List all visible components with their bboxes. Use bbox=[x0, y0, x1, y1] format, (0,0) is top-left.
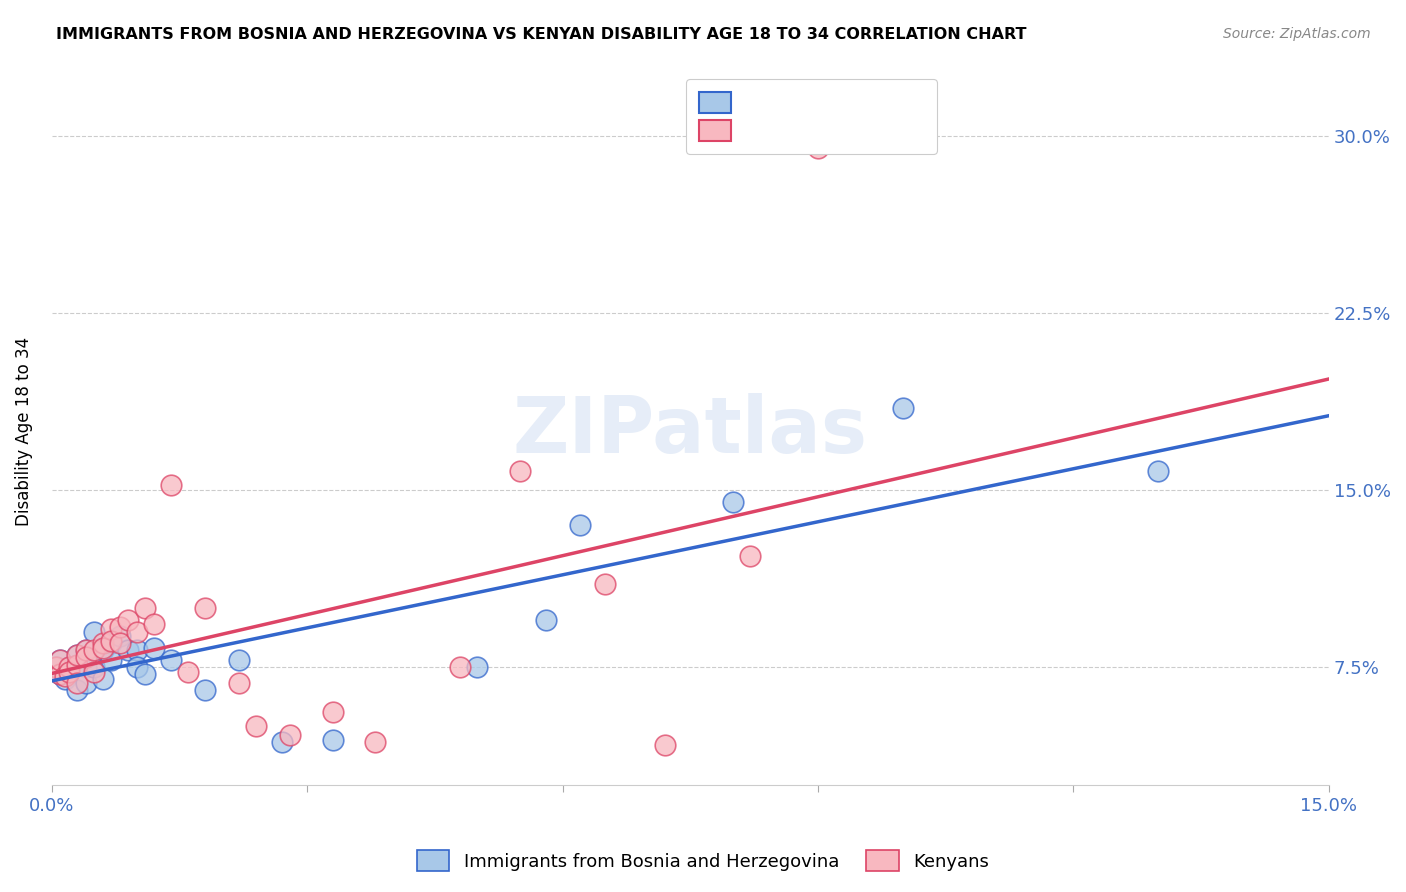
Point bbox=[66, 657, 89, 672]
Legend:                                ,                                : , bbox=[686, 79, 936, 153]
Point bbox=[53, 672, 76, 686]
Text: IMMIGRANTS FROM BOSNIA AND HERZEGOVINA VS KENYAN DISABILITY AGE 18 TO 34 CORRELA: IMMIGRANTS FROM BOSNIA AND HERZEGOVINA V… bbox=[56, 27, 1026, 42]
Point bbox=[108, 629, 131, 643]
Point bbox=[100, 622, 122, 636]
Point bbox=[134, 601, 156, 615]
Point bbox=[100, 634, 122, 648]
Point bbox=[891, 401, 914, 415]
Point bbox=[66, 648, 89, 662]
Point bbox=[364, 735, 387, 749]
Point bbox=[91, 640, 114, 655]
Point bbox=[160, 478, 183, 492]
Point bbox=[66, 648, 89, 662]
Point bbox=[83, 624, 105, 639]
Point bbox=[58, 660, 80, 674]
Point bbox=[245, 719, 267, 733]
Point bbox=[58, 660, 80, 674]
Point bbox=[75, 650, 97, 665]
Point bbox=[108, 620, 131, 634]
Point bbox=[322, 705, 344, 719]
Point bbox=[160, 653, 183, 667]
Point bbox=[83, 643, 105, 657]
Point bbox=[721, 495, 744, 509]
Point bbox=[49, 667, 72, 681]
Point bbox=[228, 653, 250, 667]
Point bbox=[534, 613, 557, 627]
Point bbox=[134, 667, 156, 681]
Text: R = 0.509   N = 36: R = 0.509 N = 36 bbox=[696, 97, 868, 115]
Point bbox=[177, 665, 200, 679]
Point bbox=[53, 669, 76, 683]
Point bbox=[75, 660, 97, 674]
Point bbox=[49, 667, 72, 681]
Point bbox=[66, 657, 89, 672]
Point bbox=[83, 660, 105, 674]
Point bbox=[58, 665, 80, 679]
Text: Source: ZipAtlas.com: Source: ZipAtlas.com bbox=[1223, 27, 1371, 41]
Point bbox=[91, 643, 114, 657]
Point bbox=[125, 643, 148, 657]
Y-axis label: Disability Age 18 to 34: Disability Age 18 to 34 bbox=[15, 336, 32, 525]
Point bbox=[194, 683, 217, 698]
Point bbox=[1147, 464, 1170, 478]
Point bbox=[228, 676, 250, 690]
Point bbox=[49, 653, 72, 667]
Point bbox=[66, 676, 89, 690]
Point bbox=[91, 636, 114, 650]
Point bbox=[322, 733, 344, 747]
Point bbox=[467, 660, 489, 674]
Point bbox=[91, 672, 114, 686]
Point bbox=[117, 613, 139, 627]
Point bbox=[117, 643, 139, 657]
Point bbox=[83, 665, 105, 679]
Point bbox=[142, 617, 165, 632]
Point bbox=[62, 660, 84, 674]
Point bbox=[270, 735, 292, 749]
Point bbox=[100, 653, 122, 667]
Point bbox=[100, 636, 122, 650]
Point bbox=[108, 636, 131, 650]
Point bbox=[449, 660, 471, 674]
Point bbox=[75, 643, 97, 657]
Legend: Immigrants from Bosnia and Herzegovina, Kenyans: Immigrants from Bosnia and Herzegovina, … bbox=[409, 843, 997, 879]
Point bbox=[738, 549, 761, 563]
Text: ZIPatlas: ZIPatlas bbox=[513, 393, 868, 469]
Point bbox=[509, 464, 531, 478]
Point bbox=[807, 141, 830, 155]
Text: R = 0.487   N = 37: R = 0.487 N = 37 bbox=[696, 136, 868, 153]
Point bbox=[66, 683, 89, 698]
Point bbox=[58, 665, 80, 679]
Point bbox=[142, 640, 165, 655]
Point bbox=[75, 676, 97, 690]
Point bbox=[125, 624, 148, 639]
Point bbox=[75, 643, 97, 657]
Point bbox=[654, 738, 676, 752]
Point bbox=[125, 660, 148, 674]
Point bbox=[45, 660, 67, 674]
Point bbox=[593, 577, 616, 591]
Point bbox=[278, 728, 301, 742]
Point bbox=[45, 660, 67, 674]
Point bbox=[568, 518, 591, 533]
Point bbox=[194, 601, 217, 615]
Point bbox=[49, 653, 72, 667]
